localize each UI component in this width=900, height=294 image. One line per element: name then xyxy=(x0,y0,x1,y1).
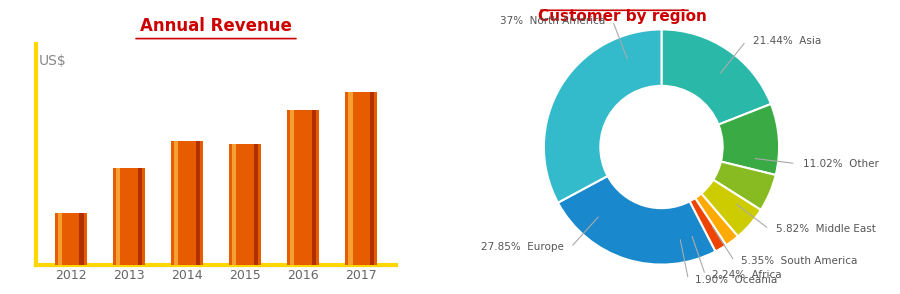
Text: 27.85%  Europe: 27.85% Europe xyxy=(481,242,563,252)
Text: 5.35%  South America: 5.35% South America xyxy=(742,256,858,266)
Bar xyxy=(79,213,84,265)
Bar xyxy=(232,144,237,265)
Bar xyxy=(287,110,320,265)
Text: US$: US$ xyxy=(39,54,67,69)
Bar xyxy=(138,168,142,265)
Text: Customer by region: Customer by region xyxy=(538,9,706,24)
Wedge shape xyxy=(662,29,771,125)
Wedge shape xyxy=(718,104,779,175)
Wedge shape xyxy=(689,198,726,251)
Bar xyxy=(370,92,374,265)
Bar xyxy=(230,144,261,265)
Bar xyxy=(348,92,353,265)
Bar xyxy=(346,92,377,265)
Text: 5.82%  Middle East: 5.82% Middle East xyxy=(776,224,876,234)
Wedge shape xyxy=(713,161,776,210)
Bar xyxy=(112,168,145,265)
Text: 11.02%  Other: 11.02% Other xyxy=(803,158,878,168)
Bar xyxy=(58,213,62,265)
Bar xyxy=(171,141,202,265)
Bar xyxy=(254,144,258,265)
Text: 21.44%  Asia: 21.44% Asia xyxy=(753,36,821,46)
Wedge shape xyxy=(544,29,662,203)
Text: 2.24%  Africa: 2.24% Africa xyxy=(713,270,782,280)
Bar xyxy=(311,110,316,265)
Bar xyxy=(55,213,86,265)
Bar xyxy=(116,168,121,265)
Bar xyxy=(174,141,178,265)
Bar xyxy=(195,141,200,265)
Wedge shape xyxy=(558,176,716,265)
Bar xyxy=(290,110,294,265)
Wedge shape xyxy=(701,180,760,236)
Text: Annual Revenue: Annual Revenue xyxy=(140,17,292,35)
Wedge shape xyxy=(695,193,738,245)
Text: 1.90%  Oceania: 1.90% Oceania xyxy=(696,275,778,285)
Text: 37%  North America: 37% North America xyxy=(500,16,606,26)
